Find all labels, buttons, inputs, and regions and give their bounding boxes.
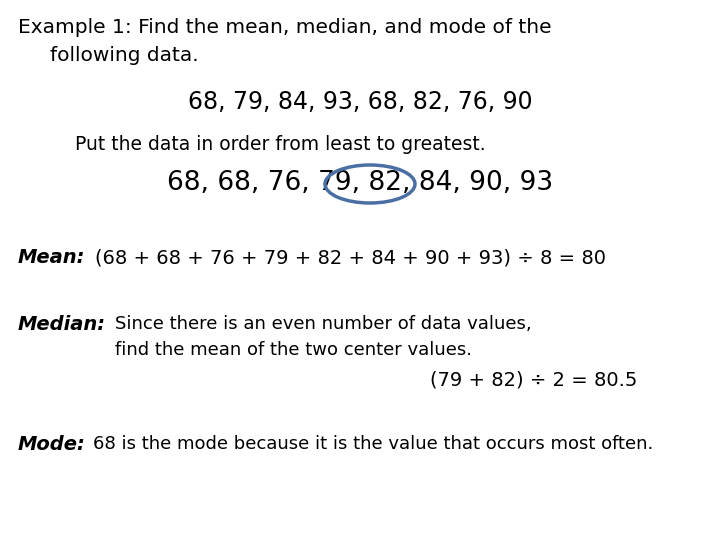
Text: Mean:: Mean: [18,248,86,267]
Text: find the mean of the two center values.: find the mean of the two center values. [115,341,472,359]
Text: Since there is an even number of data values,: Since there is an even number of data va… [115,315,531,333]
Text: (79 + 82) ÷ 2 = 80.5: (79 + 82) ÷ 2 = 80.5 [430,370,637,389]
Text: 68, 68, 76, 79, 82, 84, 90, 93: 68, 68, 76, 79, 82, 84, 90, 93 [167,170,553,196]
Text: Median:: Median: [18,315,106,334]
Text: 68, 79, 84, 93, 68, 82, 76, 90: 68, 79, 84, 93, 68, 82, 76, 90 [188,90,532,114]
Text: (68 + 68 + 76 + 79 + 82 + 84 + 90 + 93) ÷ 8 = 80: (68 + 68 + 76 + 79 + 82 + 84 + 90 + 93) … [95,248,606,267]
Text: following data.: following data. [50,46,199,65]
Text: Put the data in order from least to greatest.: Put the data in order from least to grea… [75,135,485,154]
Text: Mode:: Mode: [18,435,86,454]
Text: Example 1: Find the mean, median, and mode of the: Example 1: Find the mean, median, and mo… [18,18,552,37]
Text: 68 is the mode because it is the value that occurs most often.: 68 is the mode because it is the value t… [93,435,653,453]
